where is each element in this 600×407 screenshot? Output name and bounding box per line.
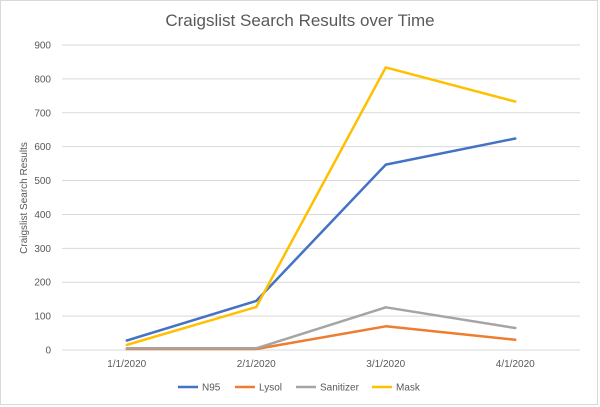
series-lines [125, 66, 517, 351]
y-tick-label: 500 [34, 176, 51, 187]
gridlines [62, 44, 580, 351]
series-line-lysol [125, 325, 517, 351]
legend-label-n95: N95 [202, 383, 221, 394]
x-axis-ticks: 1/1/2020 2/1/2020 3/1/2020 4/1/2020 [107, 359, 535, 370]
legend-label-mask: Mask [396, 383, 421, 394]
y-axis-ticks: 0 100 200 300 400 500 600 700 800 900 [34, 41, 51, 357]
y-tick-label: 600 [34, 142, 51, 153]
y-tick-label: 0 [45, 346, 51, 357]
legend-label-sanitizer: Sanitizer [320, 383, 360, 394]
series-line-sanitizer [125, 306, 517, 350]
y-tick-label: 200 [34, 278, 51, 289]
y-axis-title: Craigslist Search Results [19, 142, 30, 254]
x-tick-label: 1/1/2020 [107, 359, 146, 370]
legend-label-lysol: Lysol [259, 383, 282, 394]
legend: N95 Lysol Sanitizer Mask [178, 383, 421, 394]
series-line-mask [125, 66, 517, 347]
y-tick-label: 900 [34, 41, 51, 52]
chart-title: Craigslist Search Results over Time [165, 11, 434, 30]
y-tick-label: 300 [34, 244, 51, 255]
x-tick-label: 4/1/2020 [496, 359, 535, 370]
y-tick-label: 800 [34, 74, 51, 85]
y-tick-label: 100 [34, 312, 51, 323]
x-tick-label: 3/1/2020 [366, 359, 405, 370]
y-tick-label: 700 [34, 108, 51, 119]
x-tick-label: 2/1/2020 [237, 359, 276, 370]
series-line-n95 [125, 137, 517, 342]
y-tick-label: 400 [34, 210, 51, 221]
